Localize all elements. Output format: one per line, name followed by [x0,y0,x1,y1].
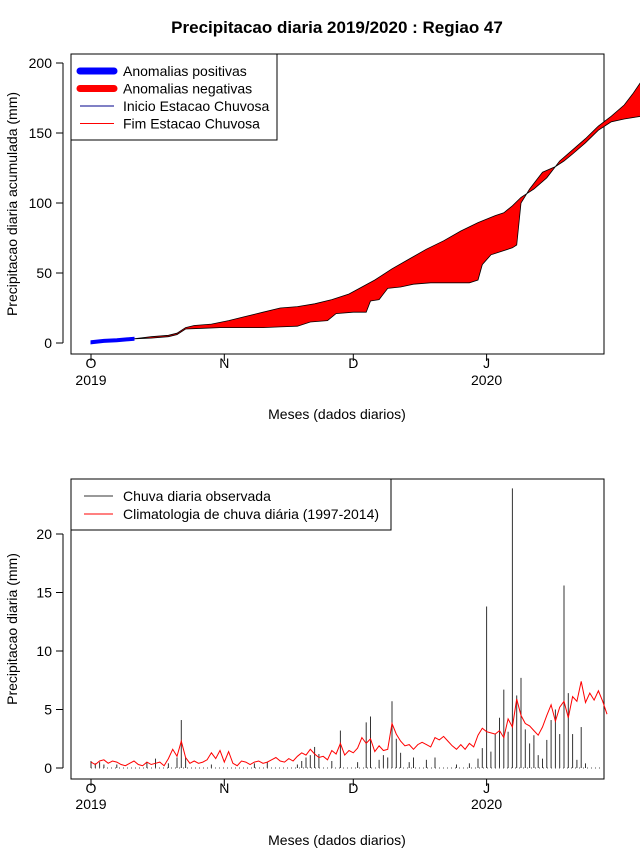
bottom-legend-label: Climatologia de chuva diária (1997-2014) [123,506,379,522]
top-legend-label: Anomalias negativas [123,81,252,97]
negative-anomaly-area [90,82,640,343]
bottom-legend-box [70,478,392,531]
bottom-x-tick-label: J [483,780,490,796]
top-y-axis: 0 50 100 150 200 [29,55,64,351]
climatology-series [90,681,608,767]
bottom-x-tick-label: O [86,780,97,796]
top-y-tick-label: 150 [29,125,53,141]
top-y-axis-label: Precipitacao diaria acumulada (mm) [4,92,20,316]
top-x-tick-label: J [483,355,490,371]
bottom-y-tick-label: 0 [44,760,52,776]
top-legend-label: Fim Estacao Chuvosa [123,116,260,132]
bottom-y-tick-label: 5 [44,702,52,718]
top-anomaly-fill [90,82,640,345]
top-chart-title: Precipitacao diaria 2019/2020 : Regiao 4… [171,18,503,37]
bottom-x-tick-label: D [348,780,358,796]
top-x-axis-label: Meses (dados diarios) [268,406,406,422]
bottom-y-tick-label: 10 [36,643,52,659]
top-legend: Anomalias positivas Anomalias negativasIn… [70,53,278,141]
top-legend-label: Anomalias positivas [123,63,247,79]
bottom-y-tick-label: 20 [36,526,52,542]
top-legend-label: Inicio Estacao Chuvosa [123,98,270,114]
bottom-y-tick-label: 15 [36,585,52,601]
bottom-legend: Chuva diaria observada Climatologia de ch… [70,478,392,531]
daily-bars [90,488,603,769]
top-x-tick-label: N [219,355,229,371]
bottom-x-year-label: 2020 [471,796,502,812]
top-x-tick-label: D [348,355,358,371]
bottom-x-axis-label: Meses (dados diarios) [268,832,406,848]
positive-anomaly-area [90,336,135,345]
top-y-tick-label: 100 [29,195,53,211]
top-x-year-label: 2020 [471,372,502,388]
bottom-y-axis-label: Precipitacao diaria (mm) [4,553,20,705]
top-y-tick-label: 0 [44,335,52,351]
bottom-legend-label: Chuva diaria observada [123,488,271,504]
bottom-x-tick-label: N [219,780,229,796]
climatology-line [90,681,608,767]
top-x-tick-label: O [86,355,97,371]
bottom-y-axis: 0 5 10 15 20 [36,526,64,776]
top-y-tick-label: 200 [29,55,53,71]
top-x-year-label: 2019 [75,372,106,388]
top-y-tick-label: 50 [36,265,52,281]
bottom-x-year-label: 2019 [75,796,106,812]
